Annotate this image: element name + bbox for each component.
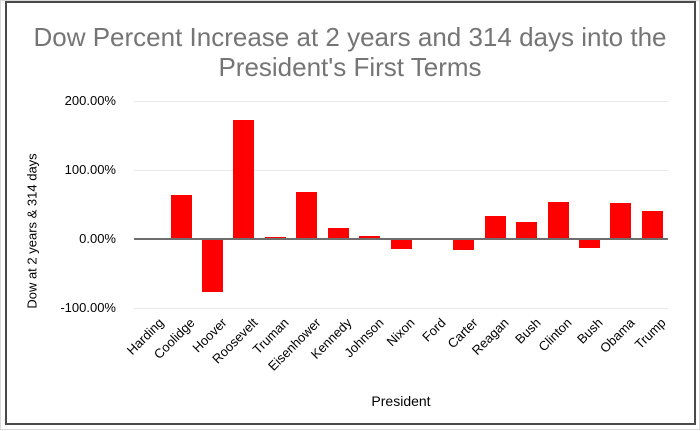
bar-bush [516,222,538,238]
bar-reagan [484,216,506,238]
bar-trump [641,211,663,238]
y-tick-label: 0.00% [79,231,116,246]
bar-truman [264,237,286,238]
gridline [134,101,668,102]
y-tick-label: -100.00% [60,300,116,315]
bar-roosevelt [233,120,255,238]
bar-hoover [202,240,224,292]
bar-kennedy [327,228,349,238]
bar-carter [453,240,475,250]
y-tick-label: 200.00% [64,93,116,108]
bar-obama [610,203,632,238]
bar-clinton [547,202,569,238]
chart-title-text: Dow Percent Increase at 2 years and 314 … [33,22,667,83]
bar-johnson [359,236,381,238]
gridline [134,170,668,171]
bar-coolidge [170,195,192,238]
chart-title: Dow Percent Increase at 2 years and 314 … [1,22,699,82]
y-tick-label: 100.00% [64,162,116,177]
x-axis-title: President [371,393,431,409]
bar-bush [578,240,600,248]
zero-axis-line [134,238,668,240]
gridline [134,308,668,309]
bar-nixon [390,240,412,249]
bar-eisenhower [296,192,318,238]
